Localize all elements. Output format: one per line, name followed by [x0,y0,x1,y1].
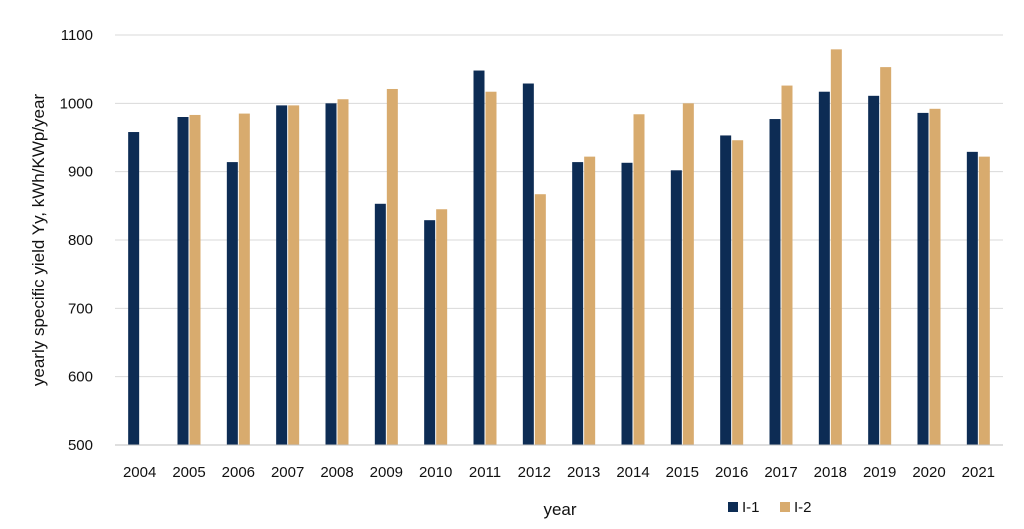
x-tick-labels: 2004 2005 2006 2007 2008 2009 2010 2011 2012 2013… [123,464,995,481]
bar-i-1-2015 [670,170,682,446]
bar-i-2-2014 [633,114,645,446]
bar-i-1-2016 [720,135,732,445]
x-tick-label: 2018 [814,464,847,481]
x-tick-label: 2019 [863,464,896,481]
bar-i-2-2008 [337,99,349,445]
y-tick-labels: 500 600 700 800 900 1000 1100 [60,27,93,454]
x-tick-label: 2012 [518,464,551,481]
x-tick-label: 2009 [370,464,403,481]
bar-i-1-2014 [621,162,633,446]
bar-i-1-2018 [818,91,830,445]
gridlines [115,34,1003,446]
bar-i-2-2007 [288,105,300,445]
bar-i-2-2013 [584,156,596,445]
bar-i-1-2010 [424,220,436,445]
bar-i-1-2020 [917,112,929,446]
bar-i-1-2006 [226,162,238,445]
x-tick-label: 2021 [962,464,995,481]
bar-i-2-2017 [781,85,793,446]
x-tick-label: 2016 [715,464,748,481]
bar-i-2-2021 [978,156,990,445]
legend-label-i-1: I-1 [742,499,760,516]
x-tick-label: 2020 [912,464,945,481]
bar-i-2-2006 [238,113,250,445]
x-tick-label: 2008 [320,464,353,481]
x-tick-label: 2004 [123,464,156,481]
bars [128,49,990,446]
y-tick-label: 700 [68,300,93,317]
legend-swatch-i-1 [728,502,738,512]
bar-i-1-2004 [128,132,140,446]
y-tick-label: 900 [68,164,93,181]
bar-i-1-2009 [374,203,386,445]
bar-i-1-2011 [473,70,485,446]
x-tick-label: 2014 [616,464,649,481]
bar-i-2-2011 [485,91,497,445]
x-tick-label: 2011 [469,464,501,481]
bar-i-1-2021 [966,151,978,445]
bar-i-1-2013 [572,162,584,445]
bar-i-2-2015 [682,103,694,445]
x-tick-label: 2005 [172,464,205,481]
bar-i-1-2007 [276,105,288,445]
bar-i-2-2016 [732,140,744,445]
bar-i-1-2019 [868,95,880,446]
bar-i-1-2005 [177,117,189,445]
y-tick-label: 500 [68,437,93,454]
x-tick-label: 2017 [764,464,797,481]
x-tick-label: 2013 [567,464,600,481]
bar-i-1-2008 [325,103,337,445]
bar-i-1-2012 [522,83,534,446]
y-tick-label: 1000 [60,95,93,112]
x-tick-label: 2007 [271,464,304,481]
legend-swatch-i-2 [780,502,790,512]
bar-i-2-2019 [880,67,892,445]
y-tick-label: 600 [68,369,93,386]
bar-i-2-2020 [929,108,941,446]
legend: I-1 I-2 [728,499,812,516]
bar-i-2-2005 [189,114,201,445]
bar-i-2-2012 [534,194,546,445]
x-tick-label: 2010 [419,464,452,481]
bar-i-1-2017 [769,119,781,446]
bar-i-2-2009 [386,88,398,445]
x-tick-label: 2006 [222,464,255,481]
y-tick-label: 800 [68,232,93,249]
x-tick-label: 2015 [666,464,699,481]
bar-i-2-2010 [436,209,448,445]
x-axis-title: year [543,500,576,519]
y-axis-title: yearly specific yield Yy, kWh/KWp/year [29,94,48,387]
legend-label-i-2: I-2 [794,499,812,516]
y-tick-label: 1100 [61,27,93,44]
bar-i-2-2018 [830,49,842,445]
